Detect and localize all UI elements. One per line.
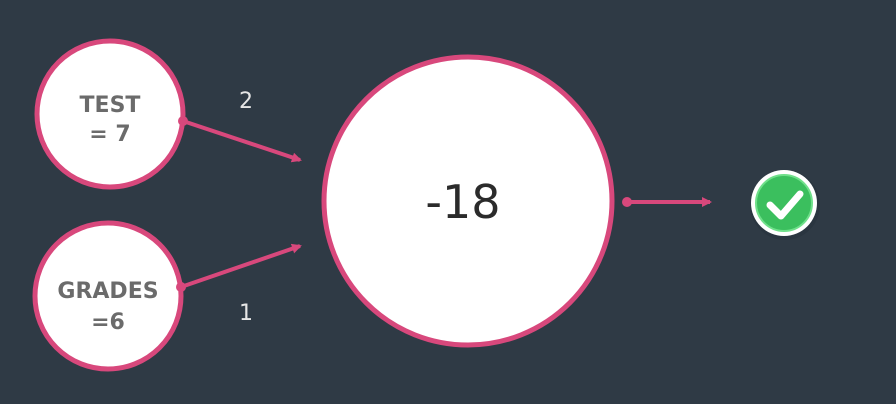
checkmark-icon xyxy=(750,170,820,240)
input-node-grades-label: GRADES xyxy=(57,279,158,304)
edge-output-to-result xyxy=(622,197,712,207)
input-node-test-value: = 7 xyxy=(89,122,130,147)
input-node-grades-value: =6 xyxy=(91,310,125,335)
edge-weight-test: 2 xyxy=(239,89,253,114)
input-node-grades: GRADES =6 xyxy=(32,220,184,372)
input-node-test-label: TEST xyxy=(80,93,141,118)
output-node-value: -18 xyxy=(425,175,500,229)
edge-weight-grades: 1 xyxy=(239,301,253,326)
input-node-test: TEST = 7 xyxy=(34,38,186,190)
edge-grades-to-output xyxy=(176,243,302,292)
output-node: -18 xyxy=(321,54,615,348)
edge-test-to-output xyxy=(178,116,302,163)
